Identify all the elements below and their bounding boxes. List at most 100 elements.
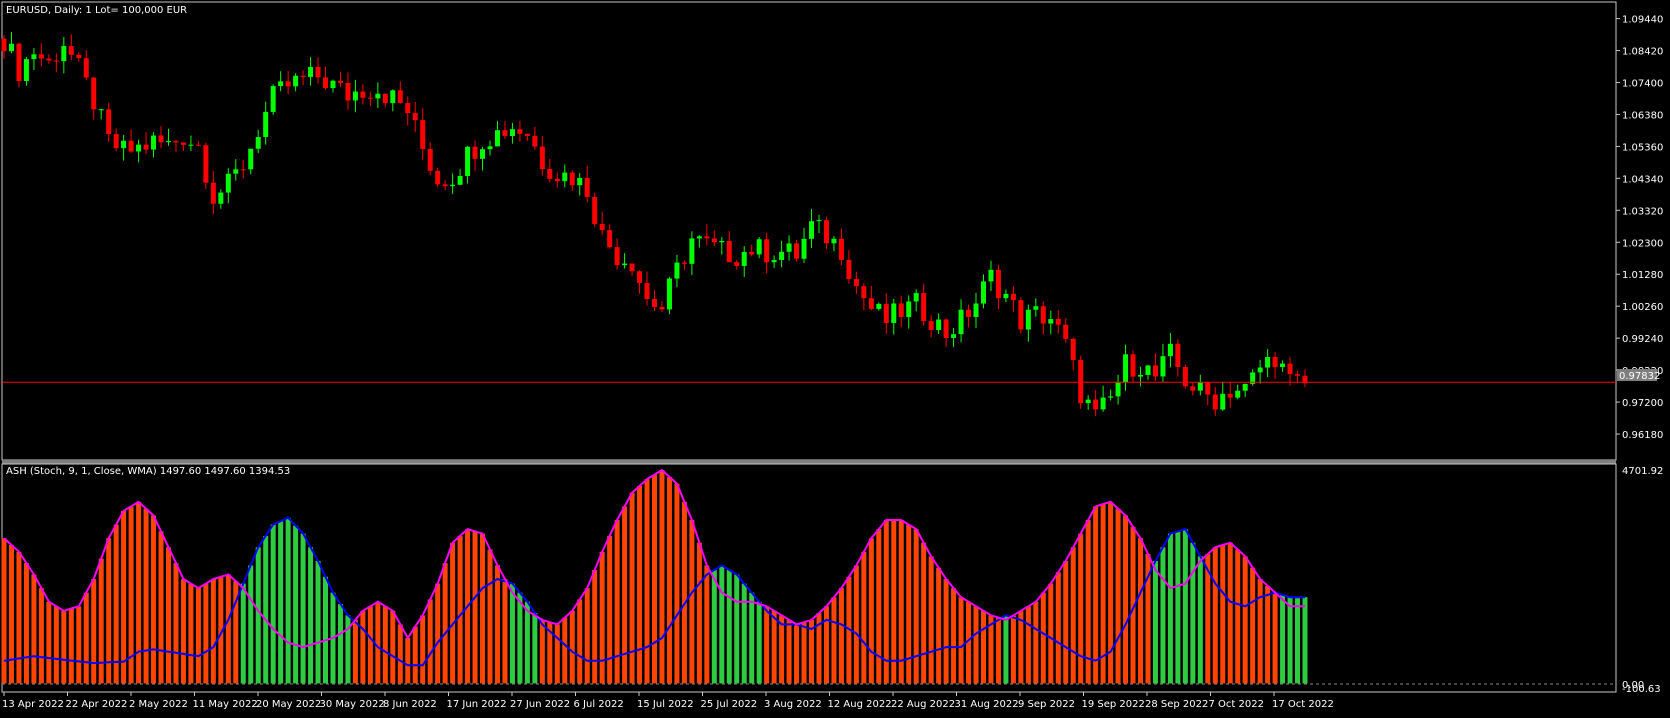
ash-histogram-bar bbox=[554, 624, 560, 684]
ash-histogram-bar bbox=[629, 492, 635, 684]
candle-body bbox=[1003, 293, 1009, 299]
ash-histogram-bar bbox=[151, 515, 157, 684]
ash-histogram-bar bbox=[1265, 585, 1271, 684]
ash-histogram-bar bbox=[838, 588, 844, 684]
ash-histogram-bar bbox=[1152, 560, 1158, 684]
candle-body bbox=[76, 54, 82, 59]
candle-body bbox=[1272, 356, 1278, 368]
ash-histogram-bar bbox=[106, 538, 112, 684]
candle-body bbox=[1108, 396, 1114, 398]
ash-histogram-bar bbox=[390, 610, 396, 684]
ash-histogram-bar bbox=[442, 563, 448, 684]
candle-body bbox=[345, 82, 351, 101]
candle-body bbox=[106, 109, 112, 135]
candle-body bbox=[68, 46, 74, 55]
ash-histogram-bar bbox=[741, 583, 747, 684]
candle-body bbox=[1205, 382, 1211, 395]
candle-body bbox=[397, 90, 403, 104]
ash-bears-line bbox=[3, 468, 1305, 649]
ash-histogram-bar bbox=[1220, 544, 1226, 684]
ash-histogram-bar bbox=[599, 551, 605, 684]
candle-body bbox=[1257, 367, 1263, 373]
ash-histogram-bar bbox=[337, 603, 343, 684]
ash-histogram-bar bbox=[622, 506, 628, 684]
ash-histogram-bar bbox=[1145, 554, 1151, 684]
ash-histogram-bar bbox=[794, 624, 800, 684]
ash-histogram-bar bbox=[165, 547, 171, 684]
ash-histogram-bar bbox=[951, 588, 957, 684]
candle-body bbox=[891, 303, 897, 324]
candle-body bbox=[330, 80, 336, 89]
ash-histogram-bar bbox=[16, 551, 22, 684]
ash-histogram-bar bbox=[293, 525, 299, 684]
price-tick-label: 1.03320 bbox=[1622, 206, 1663, 217]
ash-histogram-bar bbox=[225, 574, 231, 684]
ash-histogram-bar bbox=[263, 535, 269, 684]
indicator-tick-label: -100.63 bbox=[1622, 684, 1661, 695]
ash-histogram-bar bbox=[8, 544, 14, 684]
candle-body bbox=[435, 170, 441, 185]
ash-histogram-bar bbox=[31, 574, 37, 684]
candle-body bbox=[31, 54, 37, 60]
candle-body bbox=[180, 142, 186, 145]
ash-histogram-bar bbox=[487, 549, 493, 684]
ash-histogram-bar bbox=[248, 565, 254, 684]
candle-body bbox=[584, 177, 590, 197]
candle-body bbox=[121, 140, 127, 149]
candle-body bbox=[61, 46, 67, 62]
ash-histogram-bar bbox=[517, 592, 523, 684]
candle-body bbox=[1242, 383, 1248, 391]
ash-histogram-bar bbox=[435, 583, 441, 684]
ash-histogram-bar bbox=[46, 601, 52, 684]
pane-separator[interactable] bbox=[2, 460, 1616, 464]
ash-histogram-bar bbox=[405, 638, 411, 684]
candle-body bbox=[1182, 367, 1188, 387]
ash-histogram-bar bbox=[734, 574, 740, 684]
time-tick-label: 9 Sep 2022 bbox=[1018, 699, 1075, 710]
candle-body bbox=[136, 144, 142, 152]
candle-body bbox=[1078, 359, 1084, 404]
candle-body bbox=[951, 334, 957, 338]
candle-body bbox=[1190, 386, 1196, 391]
ash-histogram-bar bbox=[480, 533, 486, 684]
ash-histogram-bar bbox=[76, 606, 82, 684]
ash-histogram-bar bbox=[1025, 606, 1031, 684]
price-tick-label: 1.00260 bbox=[1622, 302, 1663, 313]
candle-body bbox=[158, 135, 164, 143]
ash-histogram-bar bbox=[1227, 542, 1233, 684]
ash-histogram-bar bbox=[382, 606, 388, 684]
time-tick-label: 3 Aug 2022 bbox=[764, 699, 822, 710]
ash-histogram-bar bbox=[607, 535, 613, 684]
candle-body bbox=[726, 240, 732, 263]
ash-histogram-bar bbox=[83, 592, 89, 684]
candle-body bbox=[809, 221, 815, 239]
candle-body bbox=[1235, 390, 1241, 398]
candle-body bbox=[420, 120, 426, 149]
ash-histogram-bar bbox=[457, 535, 463, 684]
ash-histogram-bar bbox=[614, 520, 620, 684]
ash-histogram-bar bbox=[494, 565, 500, 684]
ash-histogram-bar bbox=[1257, 579, 1263, 684]
candle-body bbox=[240, 169, 246, 171]
candle-body bbox=[360, 91, 366, 98]
candle-body bbox=[367, 97, 373, 99]
ash-histogram-bar bbox=[995, 617, 1001, 684]
ash-histogram-bar bbox=[375, 601, 381, 684]
ash-histogram-bar bbox=[255, 547, 261, 684]
candle-body bbox=[569, 172, 575, 186]
candle-body bbox=[666, 278, 672, 310]
ash-histogram-bar bbox=[1048, 583, 1054, 684]
ash-histogram-bar bbox=[203, 583, 209, 684]
candles-layer bbox=[1, 32, 1308, 417]
ash-histogram-bar bbox=[240, 583, 246, 684]
ash-histogram-bar bbox=[823, 606, 829, 684]
ash-histogram-bar bbox=[539, 619, 545, 684]
time-tick-label: 25 Jul 2022 bbox=[701, 699, 758, 710]
price-tick-label: 1.01280 bbox=[1622, 270, 1663, 281]
ash-histogram-bar bbox=[270, 524, 276, 684]
time-tick-label: 19 Sep 2022 bbox=[1082, 699, 1145, 710]
price-tick-label: 0.97200 bbox=[1622, 398, 1663, 409]
candle-body bbox=[831, 238, 837, 244]
